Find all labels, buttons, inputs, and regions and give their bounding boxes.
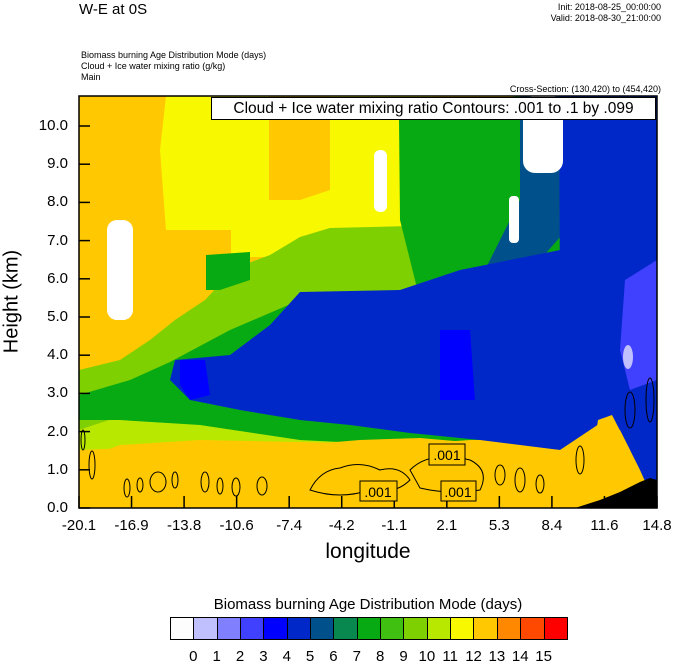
x-tick-label: -1.1 [381, 517, 408, 534]
y-tick-label: 8.0 [47, 193, 68, 211]
field-white-4 [509, 196, 519, 243]
field-white-1 [107, 220, 133, 320]
colorbar-swatch [287, 618, 312, 639]
colorbar-swatch [544, 618, 567, 639]
x-tick-label: 11.6 [590, 517, 619, 534]
y-axis-label: Height (km) [0, 249, 23, 354]
colorbar-label: 10 [418, 648, 436, 665]
colorbar-swatch [521, 618, 545, 639]
colorbar-label: 6 [329, 648, 338, 665]
contour-label: .001 [433, 447, 460, 463]
y-tick-label: 2.0 [47, 422, 68, 440]
colorbar-label: 0 [189, 648, 198, 665]
y-tick-label: 5.0 [47, 308, 68, 325]
colorbar-swatch [334, 618, 358, 639]
contour-label: .001 [364, 484, 391, 500]
colorbar-label: 15 [535, 648, 552, 665]
x-tick-label: 8.4 [541, 517, 563, 534]
field-bright-blue-left [180, 360, 210, 400]
field-blue-right [559, 96, 657, 508]
y-tick-label: 6.0 [47, 269, 68, 287]
colorbar-label: 7 [352, 648, 361, 665]
colorbar-swatch [264, 618, 288, 639]
colorbar-swatch [241, 618, 265, 639]
y-tick-marks [79, 125, 90, 509]
colorbar-swatch [311, 618, 335, 639]
x-tick-label: -4.2 [328, 517, 355, 534]
x-axis-label: longitude [325, 540, 411, 563]
colorbar-swatch [427, 618, 452, 639]
x-tick-label: 2.1 [436, 517, 458, 534]
colorbar-label: 4 [282, 648, 291, 665]
colorbar-swatch [404, 618, 428, 639]
colorbar-label: 11 [442, 648, 458, 665]
colorbar [170, 617, 568, 640]
y-tick-label: 0.0 [47, 499, 68, 516]
colorbar-swatch [474, 618, 498, 639]
contour-label-boxes [359, 443, 477, 502]
colorbar-swatch [357, 618, 382, 639]
field-line-1: Biomass burning Age Distribution Mode (d… [81, 50, 267, 60]
colorbar-swatch [194, 618, 218, 639]
field-white-2 [374, 150, 387, 212]
field-orange-wedge [590, 415, 640, 508]
colorbar-swatch [497, 618, 522, 639]
contour-label: .001 [444, 484, 471, 500]
field-green-blob [206, 252, 250, 290]
field-orange-bottom [79, 438, 600, 508]
x-tick-label: -13.8 [166, 517, 202, 534]
x-tick-label: -7.4 [276, 517, 303, 534]
field-bright-blue [440, 330, 475, 400]
colorbar-label: 14 [511, 648, 529, 665]
plot-title: W-E at 0S [79, 1, 148, 18]
x-tick-marks [78, 496, 658, 508]
x-tick-label: 5.3 [488, 517, 510, 534]
y-tick-label: 1.0 [47, 460, 68, 478]
colorbar-title: Biomass burning Age Distribution Mode (d… [213, 596, 523, 613]
y-tick-label: 4.0 [47, 346, 68, 364]
field-pale-blue [623, 345, 633, 369]
colorbar-swatch [381, 618, 405, 639]
plot-frame [78, 95, 658, 509]
colorbar-label: 5 [305, 648, 315, 665]
cloud-contours [80, 377, 655, 498]
y-tick-label: 9.0 [47, 155, 68, 173]
y-tick-label: 3.0 [47, 384, 68, 402]
colorbar-label: 1 [212, 648, 221, 665]
colorbar-label: 3 [259, 648, 268, 665]
cross-section-label: Cross-Section: (130,420) to (454,420) [509, 84, 661, 94]
colorbar-label: 2 [235, 648, 245, 665]
colorbar-label: 13 [488, 648, 506, 665]
field-orange-pocket [269, 96, 330, 200]
x-tick-label: -20.1 [61, 517, 97, 534]
valid-time: Valid: 2018-08-30_21:00:00 [550, 13, 661, 23]
terrain [575, 478, 657, 508]
colorbar-swatch [451, 618, 475, 639]
init-time: Init: 2018-08-25_00:00:00 [557, 2, 661, 12]
y-tick-label: 7.0 [47, 231, 68, 249]
x-tick-label: 14.8 [642, 517, 672, 534]
x-tick-label: -16.9 [114, 517, 149, 534]
field-line-3: Main [81, 72, 101, 82]
field-blue-band [170, 250, 610, 450]
x-tick-label: -10.6 [219, 517, 254, 534]
colorbar-swatch [171, 618, 195, 639]
colorbar-label: 9 [399, 648, 408, 665]
colorbar-label: 8 [375, 648, 385, 665]
colorbar-label: 12 [465, 648, 482, 665]
contour-info-box: Cloud + Ice water mixing ratio Contours:… [211, 97, 656, 120]
field-line-2: Cloud + Ice water mixing ratio (g/kg) [81, 61, 226, 71]
colorbar-swatch [217, 618, 242, 639]
y-tick-label: 10.0 [38, 117, 68, 134]
